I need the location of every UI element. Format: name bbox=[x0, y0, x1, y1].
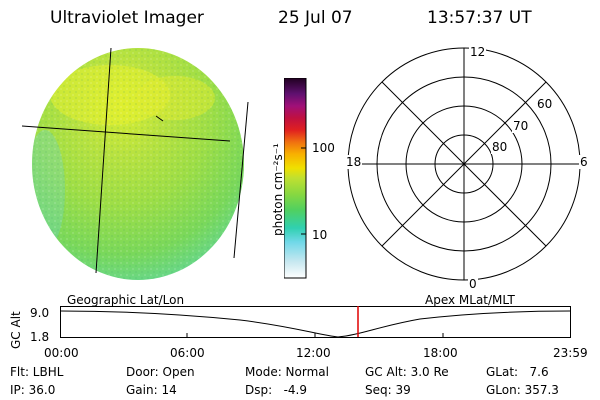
status-gc-alt: GC Alt: 3.0 Re bbox=[365, 365, 449, 379]
mlt-label-18: 18 bbox=[345, 155, 363, 169]
mlt-label-12: 12 bbox=[469, 45, 487, 59]
lat-label-70: 70 bbox=[512, 119, 530, 133]
status-seq: Seq: 39 bbox=[365, 383, 411, 397]
auroral-image bbox=[21, 47, 249, 280]
colorbar-unit-label: photon cm⁻²s⁻¹ bbox=[271, 143, 285, 236]
altitude-curve bbox=[60, 310, 571, 338]
status-glon: GLon: 357.3 bbox=[486, 383, 559, 397]
limb-line bbox=[233, 101, 249, 259]
tick-mark bbox=[155, 115, 164, 122]
time-label: 13:57:37 UT bbox=[427, 8, 532, 28]
status-door: Door: Open bbox=[126, 365, 195, 379]
timeline-left-label: Geographic Lat/Lon bbox=[67, 293, 185, 307]
color-scale-bar bbox=[284, 78, 307, 279]
status-filter: Flt: LBHL bbox=[10, 365, 64, 379]
timeline-xtick-1800: 18:00 bbox=[423, 346, 458, 360]
timeline-xtick-1200: 12:00 bbox=[296, 346, 331, 360]
timeline-right-label: Apex MLat/MLT bbox=[425, 293, 515, 307]
latitude-line bbox=[21, 125, 231, 142]
lat-label-80: 80 bbox=[491, 140, 509, 154]
mlt-label-6: 6 bbox=[579, 155, 589, 169]
timeline-xtick-0600: 06:00 bbox=[170, 346, 205, 360]
date-label: 25 Jul 07 bbox=[278, 8, 353, 28]
timeline-ytick-high: 9.0 bbox=[30, 306, 50, 320]
mlt-polar-plot bbox=[347, 47, 581, 281]
timeline-xtick-0000: 00:00 bbox=[44, 346, 79, 360]
lat-label-60: 60 bbox=[536, 97, 554, 111]
status-gain: Gain: 14 bbox=[126, 383, 177, 397]
status-ip: IP: 36.0 bbox=[10, 383, 56, 397]
colorbar-tick-100: 100 bbox=[312, 141, 335, 155]
timeline-axis-title: GC Alt bbox=[9, 311, 23, 349]
timeline-ytick-low: 1.8 bbox=[30, 330, 50, 344]
status-glat: GLat: 7.6 bbox=[486, 365, 549, 379]
mlt-label-0: 0 bbox=[468, 277, 478, 291]
timeline-xtick-2359: 23:59 bbox=[553, 346, 588, 360]
longitude-line bbox=[95, 47, 112, 274]
colorbar-tick-10: 10 bbox=[312, 228, 328, 242]
altitude-timeline bbox=[60, 306, 571, 338]
status-dsp: Dsp: -4.9 bbox=[245, 383, 308, 397]
mlt-axis-diagonal-2 bbox=[381, 81, 547, 247]
instrument-title: Ultraviolet Imager bbox=[50, 8, 204, 28]
status-mode: Mode: Normal bbox=[245, 365, 329, 379]
